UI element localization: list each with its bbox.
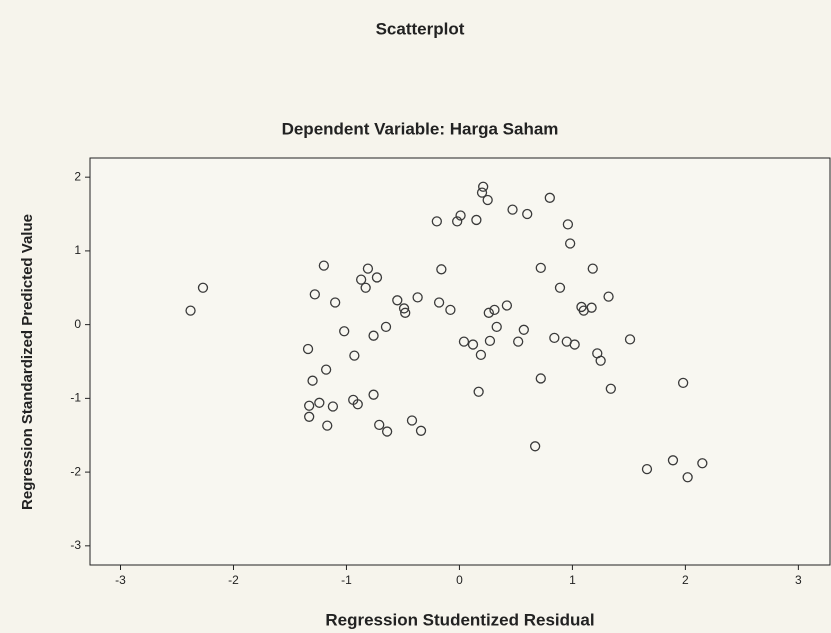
y-tick-label: 0 [74, 317, 81, 331]
chart-title: Scatterplot [376, 19, 465, 38]
y-tick-label: 1 [74, 243, 81, 257]
y-tick-label: -3 [70, 538, 81, 552]
x-tick-label: 0 [456, 573, 463, 587]
y-tick-label: -1 [70, 391, 81, 405]
x-tick-label: 1 [569, 573, 576, 587]
x-tick-label: -2 [228, 573, 239, 587]
y-axis-label: Regression Standardized Predicted Value [19, 214, 36, 510]
chart: Scatterplot Dependent Variable: Harga Sa… [0, 0, 831, 633]
page: Scatterplot Dependent Variable: Harga Sa… [0, 0, 831, 633]
x-tick-label: -1 [341, 573, 352, 587]
x-axis-label: Regression Studentized Residual [325, 610, 594, 629]
plot-area [90, 158, 830, 565]
chart-subtitle: Dependent Variable: Harga Saham [282, 119, 559, 138]
y-tick-label: 2 [74, 169, 81, 183]
x-tick-label: 2 [682, 573, 689, 587]
x-tick-label: 3 [795, 573, 802, 587]
y-tick-label: -2 [70, 464, 81, 478]
x-tick-label: -3 [115, 573, 126, 587]
